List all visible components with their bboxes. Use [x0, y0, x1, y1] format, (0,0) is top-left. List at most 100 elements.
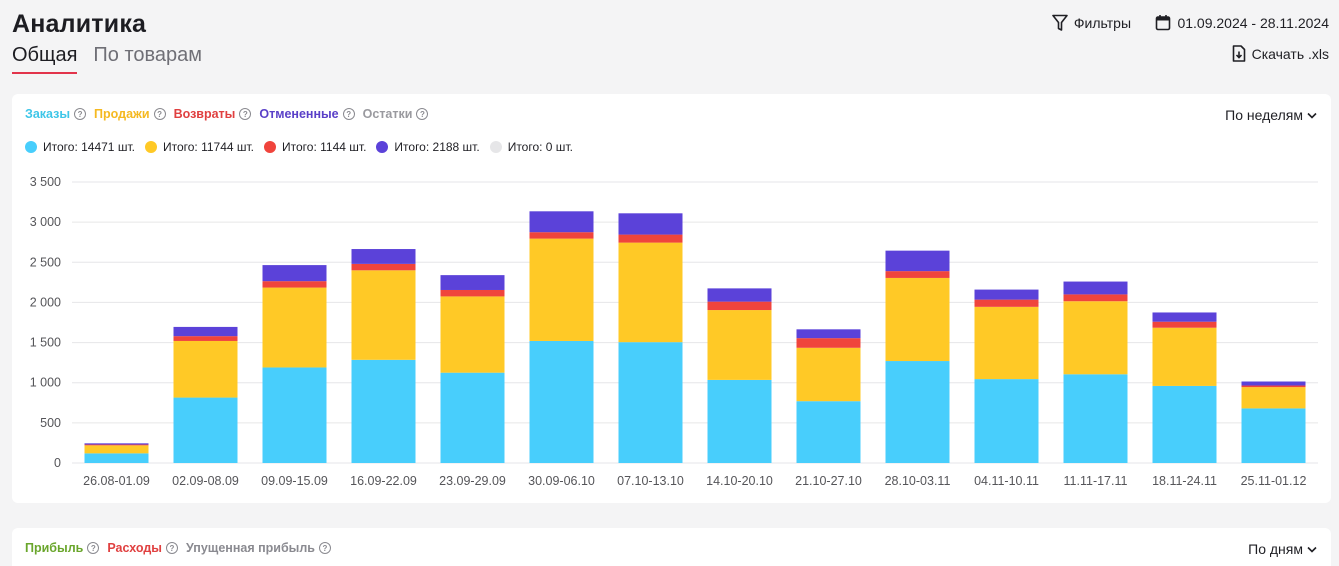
bar-segment	[1241, 408, 1306, 463]
metric-tabs: Заказы ? Продажи ? Возвраты ? Отмененные…	[25, 107, 430, 121]
metric-label-cancelled: Отмененные	[259, 107, 339, 121]
bar-segment	[262, 281, 327, 288]
filter-icon	[1052, 14, 1068, 32]
legend-item-sales[interactable]: Итого: 11744 шт.	[144, 140, 255, 154]
bar-segment	[529, 211, 594, 233]
legend-dot	[376, 141, 389, 153]
bar-segment	[885, 271, 950, 278]
bar-segment	[618, 234, 683, 243]
metric-tab-expenses[interactable]: Расходы ?	[107, 541, 178, 555]
period-select-label: По неделям	[1225, 107, 1303, 123]
bar-segment	[707, 310, 772, 380]
bar-segment	[1063, 281, 1128, 295]
bar-segment	[440, 372, 505, 463]
bar-segment	[618, 242, 683, 343]
tab-by-products[interactable]: По товарам	[93, 44, 203, 66]
bar-segment	[885, 250, 950, 272]
bar-segment	[974, 299, 1039, 307]
help-icon[interactable]: ?	[153, 108, 166, 120]
bar-segment	[796, 401, 861, 463]
metric-tab-profit[interactable]: Прибыль ?	[25, 541, 100, 555]
bar-segment	[1241, 387, 1306, 409]
filters-button[interactable]: Фильтры	[1052, 14, 1131, 32]
bar-segment	[529, 238, 594, 341]
bar-segment	[440, 296, 505, 373]
x-tick-label: 21.10-27.10	[795, 474, 862, 488]
chevron-down-icon	[1307, 112, 1317, 119]
legend-item-stock[interactable]: Итого: 0 шт.	[489, 140, 573, 154]
bar-segment	[1152, 312, 1217, 322]
stacked-bar-chart: 0 500 1 000 1 500 2 000 2 500 3 000 3 500 26.08-…	[30, 175, 1318, 488]
bar-segment	[173, 336, 238, 341]
legend-dot	[489, 141, 502, 153]
y-tick-label: 1 500	[30, 336, 61, 350]
bar-segment	[1063, 374, 1128, 463]
legend-item-returns[interactable]: Итого: 1144 шт.	[264, 140, 366, 154]
metric-tab-cancelled[interactable]: Отмененные ?	[259, 107, 355, 121]
metric-label-sales: Продажи	[94, 107, 150, 121]
y-tick-label: 2 500	[30, 255, 61, 269]
profit-chart-card: Прибыль ? Расходы ? Упущенная прибыль ? …	[12, 528, 1331, 566]
y-tick-label: 3 500	[30, 175, 61, 189]
bar-segment	[1152, 327, 1217, 386]
metric-tab-lost-profit[interactable]: Упущенная прибыль ?	[186, 541, 331, 555]
legend-dot	[264, 141, 277, 153]
period-select[interactable]: По дням	[1248, 541, 1317, 557]
help-icon[interactable]: ?	[239, 108, 252, 120]
x-tick-label: 07.10-13.10	[617, 474, 684, 488]
legend-item-cancelled[interactable]: Итого: 2188 шт.	[376, 140, 480, 154]
metric-label-profit: Прибыль	[25, 541, 84, 555]
bar-segment	[885, 361, 950, 463]
legend-label: Итого: 0 шт.	[507, 140, 573, 154]
legend-item-orders[interactable]: Итого: 14471 шт.	[25, 140, 135, 154]
legend-label: Итого: 2188 шт.	[394, 140, 480, 154]
bar-segment	[974, 379, 1039, 463]
date-range-picker[interactable]: 01.09.2024 - 28.11.2024	[1155, 14, 1329, 31]
bar-segment	[885, 277, 950, 362]
help-icon[interactable]: ?	[74, 108, 87, 120]
help-icon[interactable]: ?	[87, 542, 100, 554]
bar-segment	[351, 359, 416, 463]
bar-segment	[1063, 301, 1128, 375]
y-tick-label: 2 000	[30, 295, 61, 309]
legend-label: Итого: 14471 шт.	[43, 140, 135, 154]
bar-segment	[707, 301, 772, 311]
bar-segment	[974, 289, 1039, 300]
help-icon[interactable]: ?	[416, 108, 429, 120]
bar-segment	[618, 213, 683, 235]
bar-segment	[796, 329, 861, 339]
download-xls-button[interactable]: Скачать .xls	[1232, 45, 1329, 62]
help-icon[interactable]: ?	[165, 542, 178, 554]
chart-legend: Итого: 14471 шт. Итого: 11744 шт. Итого:…	[25, 140, 573, 154]
bar-segment	[84, 443, 149, 445]
x-tick-label: 28.10-03.11	[885, 474, 951, 488]
metric-tab-returns[interactable]: Возвраты ?	[174, 107, 252, 121]
download-label: Скачать .xls	[1251, 45, 1329, 62]
period-select[interactable]: По неделям	[1225, 107, 1317, 123]
bar-segment	[84, 445, 149, 454]
help-icon[interactable]: ?	[342, 108, 355, 120]
bar-segment	[173, 340, 238, 398]
metric-tab-orders[interactable]: Заказы ?	[25, 107, 87, 121]
bar-segment	[707, 379, 772, 463]
bar-segment	[351, 270, 416, 360]
bar-segment	[1241, 385, 1306, 388]
metric-tab-sales[interactable]: Продажи ?	[94, 107, 166, 121]
bar-segment	[84, 444, 149, 446]
tab-general[interactable]: Общая	[12, 44, 78, 74]
y-tick-label: 0	[54, 456, 61, 470]
legend-label: Итого: 11744 шт.	[162, 140, 255, 154]
x-tick-label: 02.09-08.09	[172, 474, 239, 488]
metric-label-stock: Остатки	[362, 107, 413, 121]
bar-segment	[84, 453, 149, 463]
bar-segment	[351, 263, 416, 271]
bar-segment	[440, 289, 505, 297]
metric-label-orders: Заказы	[25, 107, 71, 121]
metric-tab-stock[interactable]: Остатки ?	[363, 107, 429, 121]
help-icon[interactable]: ?	[318, 542, 331, 554]
x-tick-label: 04.11-10.11	[974, 474, 1039, 488]
tab-bar: Общая По товарам	[12, 44, 202, 74]
bar-segment	[1063, 294, 1128, 302]
legend-dot	[144, 141, 157, 153]
x-tick-label: 11.11-17.11	[1064, 474, 1128, 488]
